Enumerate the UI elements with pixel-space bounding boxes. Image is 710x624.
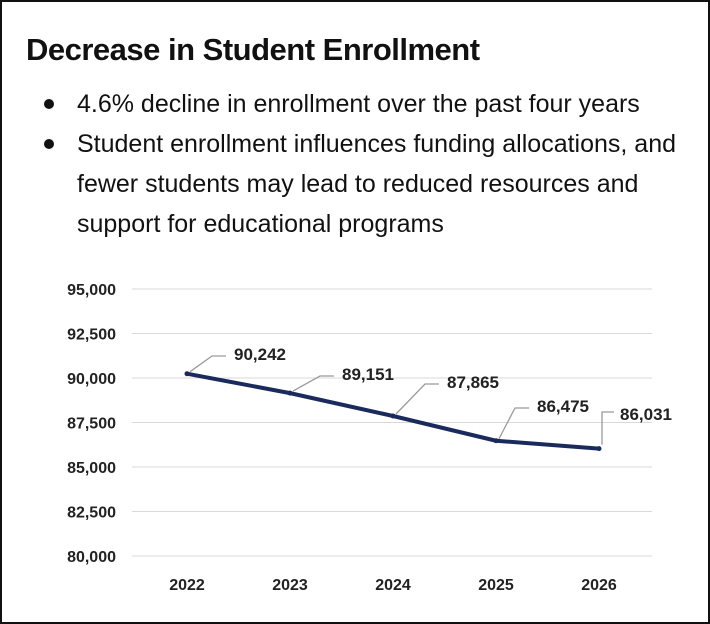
y-tick-label: 95,000 — [67, 282, 116, 299]
bullet-item: Student enrollment influences funding al… — [42, 124, 692, 244]
data-point — [596, 446, 602, 452]
data-label-leader — [189, 355, 226, 373]
data-label: 87,865 — [447, 373, 499, 392]
y-tick-label: 82,500 — [67, 505, 116, 522]
data-label-leader — [292, 375, 334, 392]
slide-title: Decrease in Student Enrollment — [26, 32, 480, 67]
data-point — [493, 438, 499, 444]
data-label: 86,475 — [537, 397, 589, 416]
y-tick-label: 85,000 — [67, 460, 116, 477]
data-label-leader — [395, 383, 439, 415]
x-tick-label: 2022 — [169, 577, 205, 594]
enrollment-line-chart: 80,000 82,500 85,000 87,500 90,000 92,500 95,0… — [67, 282, 672, 594]
y-tick-label: 87,500 — [67, 416, 116, 433]
chart-data-labels: 90,242 89,151 87,865 86,475 86,031 — [189, 345, 672, 445]
data-label-leader — [498, 407, 529, 440]
bullet-list: 4.6% decline in enrollment over the past… — [42, 84, 692, 244]
x-tick-label: 2026 — [581, 577, 617, 594]
data-point — [184, 371, 190, 377]
data-label: 89,151 — [342, 365, 394, 384]
data-label: 90,242 — [234, 345, 286, 364]
bullet-item: 4.6% decline in enrollment over the past… — [42, 84, 692, 124]
y-tick-label: 80,000 — [67, 549, 116, 566]
bullet-dot-icon — [44, 139, 54, 149]
data-point — [287, 390, 293, 396]
x-tick-label: 2023 — [272, 577, 308, 594]
bullet-text: 4.6% decline in enrollment over the past… — [77, 90, 640, 118]
data-label-leader — [601, 411, 614, 445]
data-label: 86,031 — [620, 405, 672, 424]
y-tick-label: 90,000 — [67, 371, 116, 388]
chart-series — [184, 371, 602, 452]
chart-x-axis-labels: 2022 2023 2024 2025 2026 — [169, 577, 617, 594]
x-tick-label: 2024 — [375, 577, 411, 594]
bullet-dot-icon — [44, 99, 54, 109]
x-tick-label: 2025 — [478, 577, 514, 594]
data-point — [390, 413, 396, 419]
chart-gridlines — [132, 288, 652, 557]
chart-y-axis-labels: 80,000 82,500 85,000 87,500 90,000 92,500 95,0… — [67, 282, 116, 566]
bullet-text: Student enrollment influences funding al… — [77, 130, 677, 238]
y-tick-label: 92,500 — [67, 327, 116, 344]
